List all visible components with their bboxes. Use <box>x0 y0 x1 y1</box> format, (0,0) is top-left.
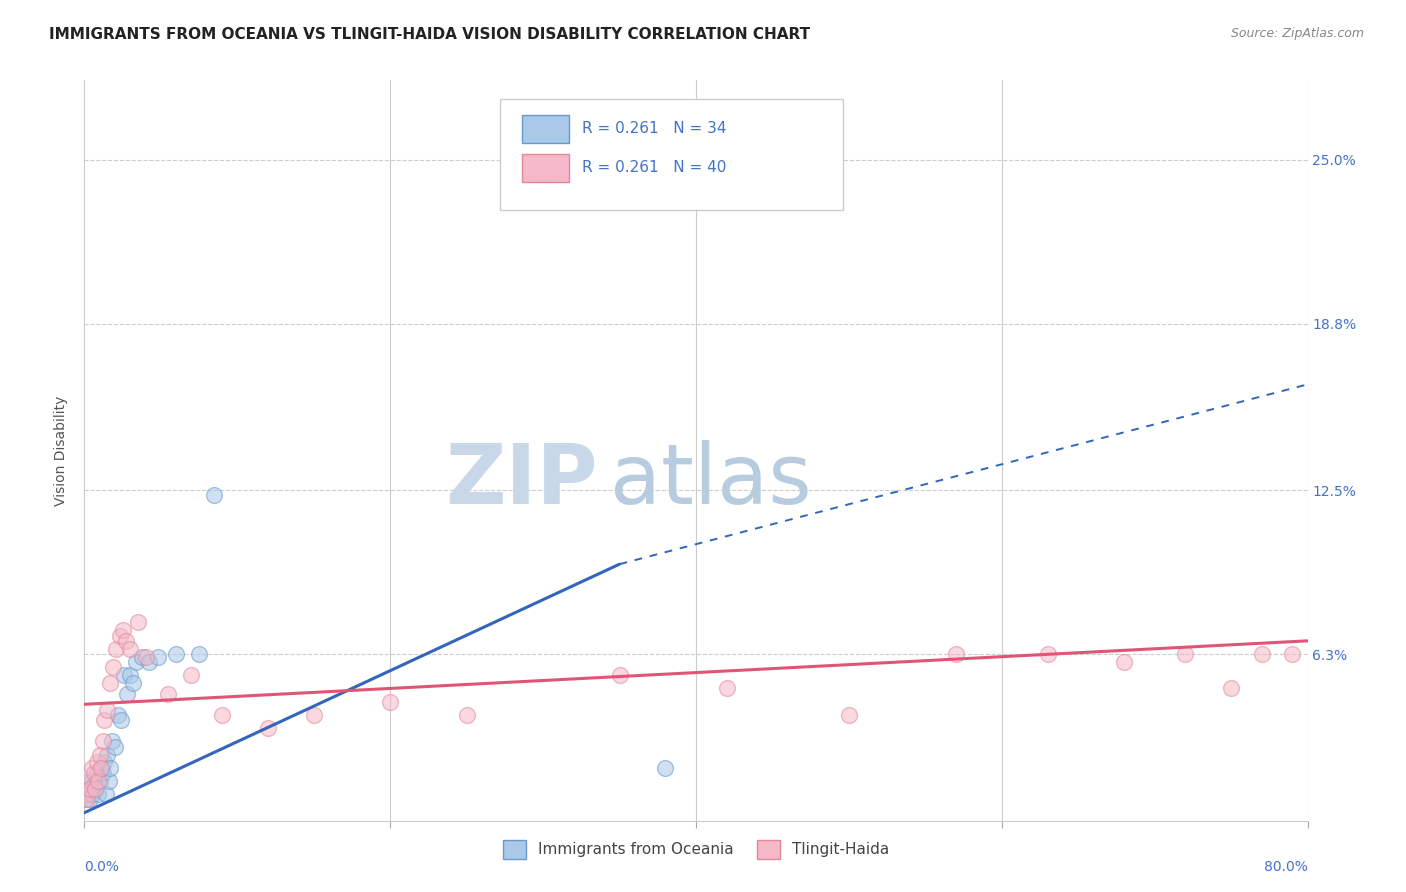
Point <box>80 761 103 775</box>
Point <box>131 649 153 664</box>
Point <box>93 713 115 727</box>
Point <box>125 655 148 669</box>
Point <box>86 756 108 770</box>
Point <box>89 774 111 789</box>
Point <box>96 747 118 762</box>
Point <box>257 721 280 735</box>
Point <box>380 695 402 709</box>
Point <box>157 687 180 701</box>
Legend: Immigrants from Oceania, Tlingit-Haida: Immigrants from Oceania, Tlingit-Haida <box>496 834 896 865</box>
Point <box>1174 647 1197 661</box>
Point <box>146 649 169 664</box>
Text: IMMIGRANTS FROM OCEANIA VS TLINGIT-HAIDA VISION DISABILITY CORRELATION CHART: IMMIGRANTS FROM OCEANIA VS TLINGIT-HAIDA… <box>49 27 810 42</box>
Point <box>838 707 860 722</box>
Point <box>77 781 100 796</box>
FancyBboxPatch shape <box>522 115 569 144</box>
Point <box>188 647 211 661</box>
Point <box>98 761 121 775</box>
Point <box>75 792 97 806</box>
Point <box>80 774 103 789</box>
Point <box>89 747 111 762</box>
Point <box>83 776 105 791</box>
Point <box>120 641 142 656</box>
Point <box>112 668 135 682</box>
Point <box>456 707 478 722</box>
Point <box>94 787 117 801</box>
Point <box>103 660 125 674</box>
Text: ZIP: ZIP <box>446 440 598 521</box>
Point <box>76 787 98 801</box>
Point <box>91 766 114 780</box>
Point <box>107 707 129 722</box>
Point <box>84 781 107 796</box>
Point <box>1114 655 1136 669</box>
Point <box>75 787 97 801</box>
FancyBboxPatch shape <box>522 154 569 183</box>
Point <box>96 703 118 717</box>
Point <box>104 739 127 754</box>
Point <box>83 766 105 780</box>
Text: R = 0.261   N = 40: R = 0.261 N = 40 <box>582 161 727 175</box>
Point <box>87 774 110 789</box>
Point <box>716 681 738 696</box>
Point <box>87 787 110 801</box>
Point <box>91 734 114 748</box>
Point <box>180 668 202 682</box>
Y-axis label: Vision Disability: Vision Disability <box>55 395 69 506</box>
Point <box>97 774 120 789</box>
Point <box>114 633 136 648</box>
Point <box>76 792 98 806</box>
Text: atlas: atlas <box>610 440 813 521</box>
Point <box>1220 681 1243 696</box>
Text: Source: ZipAtlas.com: Source: ZipAtlas.com <box>1230 27 1364 40</box>
Point <box>80 787 103 801</box>
Point <box>101 734 124 748</box>
Point <box>1036 647 1059 661</box>
Point <box>84 781 107 796</box>
Point <box>302 707 325 722</box>
Text: 80.0%: 80.0% <box>1264 860 1308 873</box>
Point <box>165 647 187 661</box>
Point <box>609 668 631 682</box>
FancyBboxPatch shape <box>501 99 842 210</box>
Point <box>90 761 112 775</box>
Point <box>127 615 149 630</box>
Point <box>105 641 128 656</box>
Point <box>202 488 225 502</box>
Point <box>122 676 145 690</box>
Point <box>111 624 134 638</box>
Text: R = 0.261   N = 34: R = 0.261 N = 34 <box>582 121 727 136</box>
Point <box>945 647 967 661</box>
Point <box>110 713 132 727</box>
Point <box>135 649 157 664</box>
Point <box>211 707 233 722</box>
Text: 0.0%: 0.0% <box>84 860 120 873</box>
Point <box>115 687 138 701</box>
Point <box>98 676 121 690</box>
Point <box>86 766 108 780</box>
Point <box>90 761 112 775</box>
Point <box>120 668 142 682</box>
Point <box>108 628 131 642</box>
Point <box>1281 647 1303 661</box>
Point <box>93 756 115 770</box>
Point <box>77 774 100 789</box>
Point <box>138 655 160 669</box>
Point <box>79 792 101 806</box>
Point <box>654 761 676 775</box>
Point <box>79 781 101 796</box>
Point <box>1250 647 1272 661</box>
